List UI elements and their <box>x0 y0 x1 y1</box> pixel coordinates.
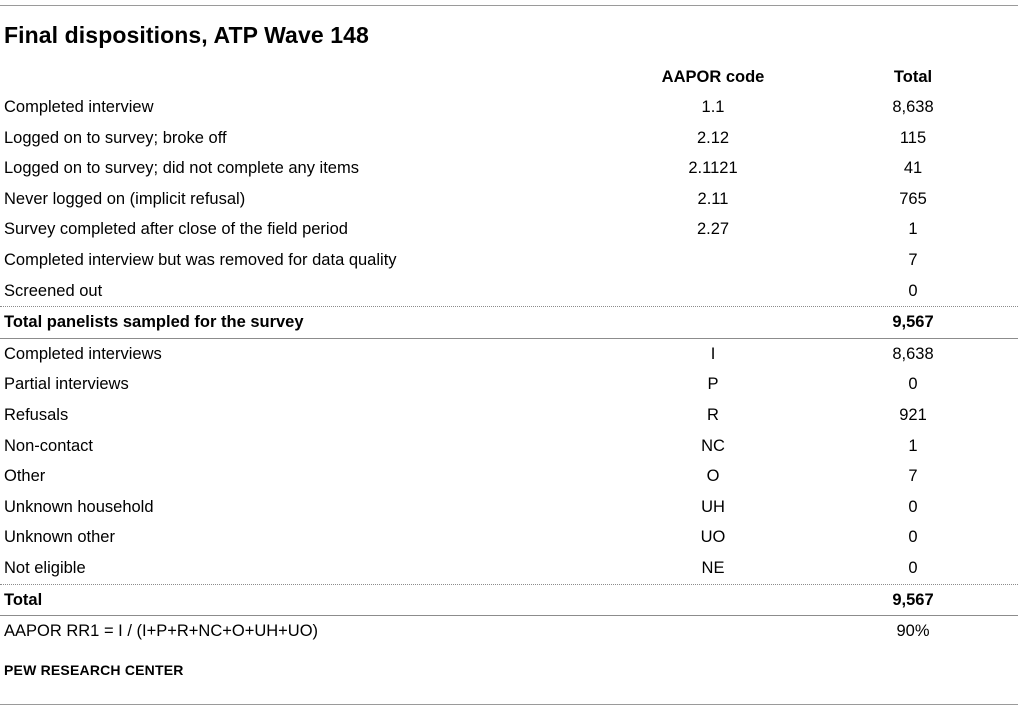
row-label: Screened out <box>4 281 103 300</box>
row-label: AAPOR RR1 = I / (I+P+R+NC+O+UH+UO) <box>4 622 319 641</box>
dispositions-table: AAPOR code Total Completed interview 1.1… <box>0 62 1018 647</box>
row-total: 90% <box>896 622 930 641</box>
row-label: Refusals <box>4 405 69 424</box>
row-total: 765 <box>899 189 927 208</box>
table-row: Logged on to survey; did not complete an… <box>0 153 1018 184</box>
column-header-aapor-code: AAPOR code <box>661 68 765 86</box>
row-total: 0 <box>908 281 918 300</box>
top-rule <box>0 5 1018 6</box>
row-total: 1 <box>908 220 918 239</box>
row-label: Total <box>4 590 43 609</box>
row-code: R <box>707 405 719 424</box>
row-label: Survey completed after close of the fiel… <box>4 220 348 239</box>
table-row: Completed interview 1.1 8,638 <box>0 92 1018 123</box>
row-label: Non-contact <box>4 436 93 455</box>
row-total: 41 <box>903 159 923 178</box>
row-code: 2.12 <box>696 128 730 147</box>
row-label: Unknown household <box>4 497 154 516</box>
table-row: Other O 7 <box>0 461 1018 492</box>
bottom-rule <box>0 704 1018 705</box>
row-code: O <box>706 467 720 486</box>
table-row: Logged on to survey; broke off 2.12 115 <box>0 123 1018 154</box>
row-code: I <box>710 344 716 363</box>
row-label: Other <box>4 467 46 486</box>
row-total: 0 <box>908 375 918 394</box>
row-total: 0 <box>908 528 918 547</box>
row-code: UH <box>701 497 725 516</box>
row-total: 8,638 <box>892 98 934 116</box>
row-code: UO <box>700 528 726 547</box>
table-row: Not eligible NE 0 <box>0 553 1018 584</box>
row-label: Never logged on (implicit refusal) <box>4 189 246 208</box>
row-total: 115 <box>899 128 927 147</box>
row-total: 0 <box>908 558 918 577</box>
row-label: Not eligible <box>4 558 86 577</box>
row-label: Total panelists sampled for the survey <box>4 313 304 332</box>
row-code: NE <box>701 558 725 577</box>
row-code: NC <box>701 436 725 455</box>
row-total: 7 <box>908 250 918 269</box>
table-row: Refusals R 921 <box>0 400 1018 431</box>
table-row: Unknown other UO 0 <box>0 522 1018 553</box>
row-label: Logged on to survey; broke off <box>4 128 227 147</box>
table-row: Unknown household UH 0 <box>0 492 1018 523</box>
row-total: 9,567 <box>892 313 934 332</box>
row-code: 1.1 <box>701 98 725 116</box>
table-row: Survey completed after close of the fiel… <box>0 214 1018 245</box>
row-total: 8,638 <box>892 344 934 363</box>
row-label: Completed interviews <box>4 344 162 363</box>
row-total: 0 <box>908 497 918 516</box>
row-label: Completed interview but was removed for … <box>4 250 397 269</box>
row-label: Partial interviews <box>4 375 129 394</box>
row-code: 2.11 <box>697 189 729 208</box>
table-row: Never logged on (implicit refusal) 2.11 … <box>0 184 1018 215</box>
row-total: 921 <box>899 405 927 424</box>
row-label: Unknown other <box>4 528 115 547</box>
table-row: Non-contact NC 1 <box>0 431 1018 462</box>
table-row: Completed interviews I 8,638 <box>0 337 1018 370</box>
row-code: 2.1121 <box>688 159 738 178</box>
table-row: Screened out 0 <box>0 276 1018 307</box>
row-label: Completed interview <box>4 98 154 116</box>
row-code: P <box>707 375 719 394</box>
row-code: 2.27 <box>696 220 730 239</box>
table-title: Final dispositions, ATP Wave 148 <box>4 22 369 48</box>
table-row: Completed interview but was removed for … <box>0 245 1018 276</box>
source-credit: PEW RESEARCH CENTER <box>4 662 184 678</box>
grand-total-row: Total 9,567 <box>0 583 1018 616</box>
table-row: Partial interviews P 0 <box>0 369 1018 400</box>
response-rate-row: AAPOR RR1 = I / (I+P+R+NC+O+UH+UO) 90% <box>0 615 1018 647</box>
row-total: 9,567 <box>892 590 934 609</box>
row-label: Logged on to survey; did not complete an… <box>4 159 359 178</box>
row-total: 7 <box>908 467 918 486</box>
column-header-total: Total <box>893 68 933 86</box>
total-sampled-row: Total panelists sampled for the survey 9… <box>0 306 1018 338</box>
row-total: 1 <box>908 436 918 455</box>
table-header-row: AAPOR code Total <box>0 62 1018 92</box>
